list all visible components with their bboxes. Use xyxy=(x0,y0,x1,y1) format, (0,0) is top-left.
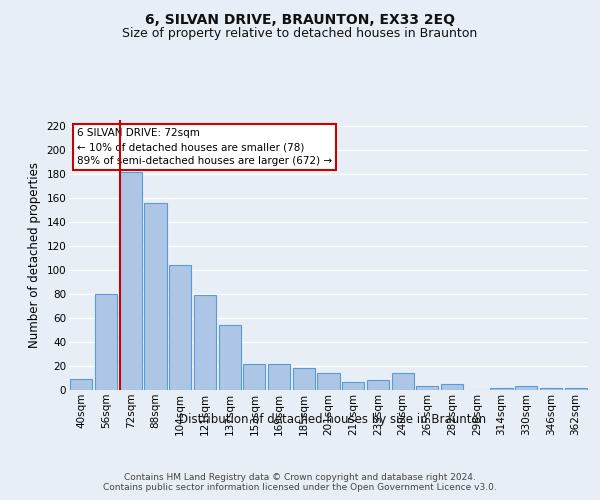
Bar xyxy=(194,295,216,390)
Bar xyxy=(218,325,241,390)
Text: Contains HM Land Registry data © Crown copyright and database right 2024.
Contai: Contains HM Land Registry data © Crown c… xyxy=(103,472,497,492)
Bar xyxy=(243,364,265,390)
Bar xyxy=(293,368,315,390)
Bar xyxy=(515,386,538,390)
Bar xyxy=(268,364,290,390)
Text: Distribution of detached houses by size in Braunton: Distribution of detached houses by size … xyxy=(179,412,487,426)
Bar xyxy=(490,388,512,390)
Bar xyxy=(367,380,389,390)
Bar xyxy=(145,203,167,390)
Bar xyxy=(342,382,364,390)
Bar xyxy=(441,384,463,390)
Text: Size of property relative to detached houses in Braunton: Size of property relative to detached ho… xyxy=(122,28,478,40)
Bar xyxy=(95,294,117,390)
Bar xyxy=(565,388,587,390)
Bar xyxy=(70,379,92,390)
Bar xyxy=(119,172,142,390)
Bar xyxy=(540,388,562,390)
Bar xyxy=(169,265,191,390)
Bar xyxy=(392,373,414,390)
Text: 6 SILVAN DRIVE: 72sqm
← 10% of detached houses are smaller (78)
89% of semi-deta: 6 SILVAN DRIVE: 72sqm ← 10% of detached … xyxy=(77,128,332,166)
Y-axis label: Number of detached properties: Number of detached properties xyxy=(28,162,41,348)
Bar xyxy=(416,386,439,390)
Text: 6, SILVAN DRIVE, BRAUNTON, EX33 2EQ: 6, SILVAN DRIVE, BRAUNTON, EX33 2EQ xyxy=(145,12,455,26)
Bar xyxy=(317,373,340,390)
